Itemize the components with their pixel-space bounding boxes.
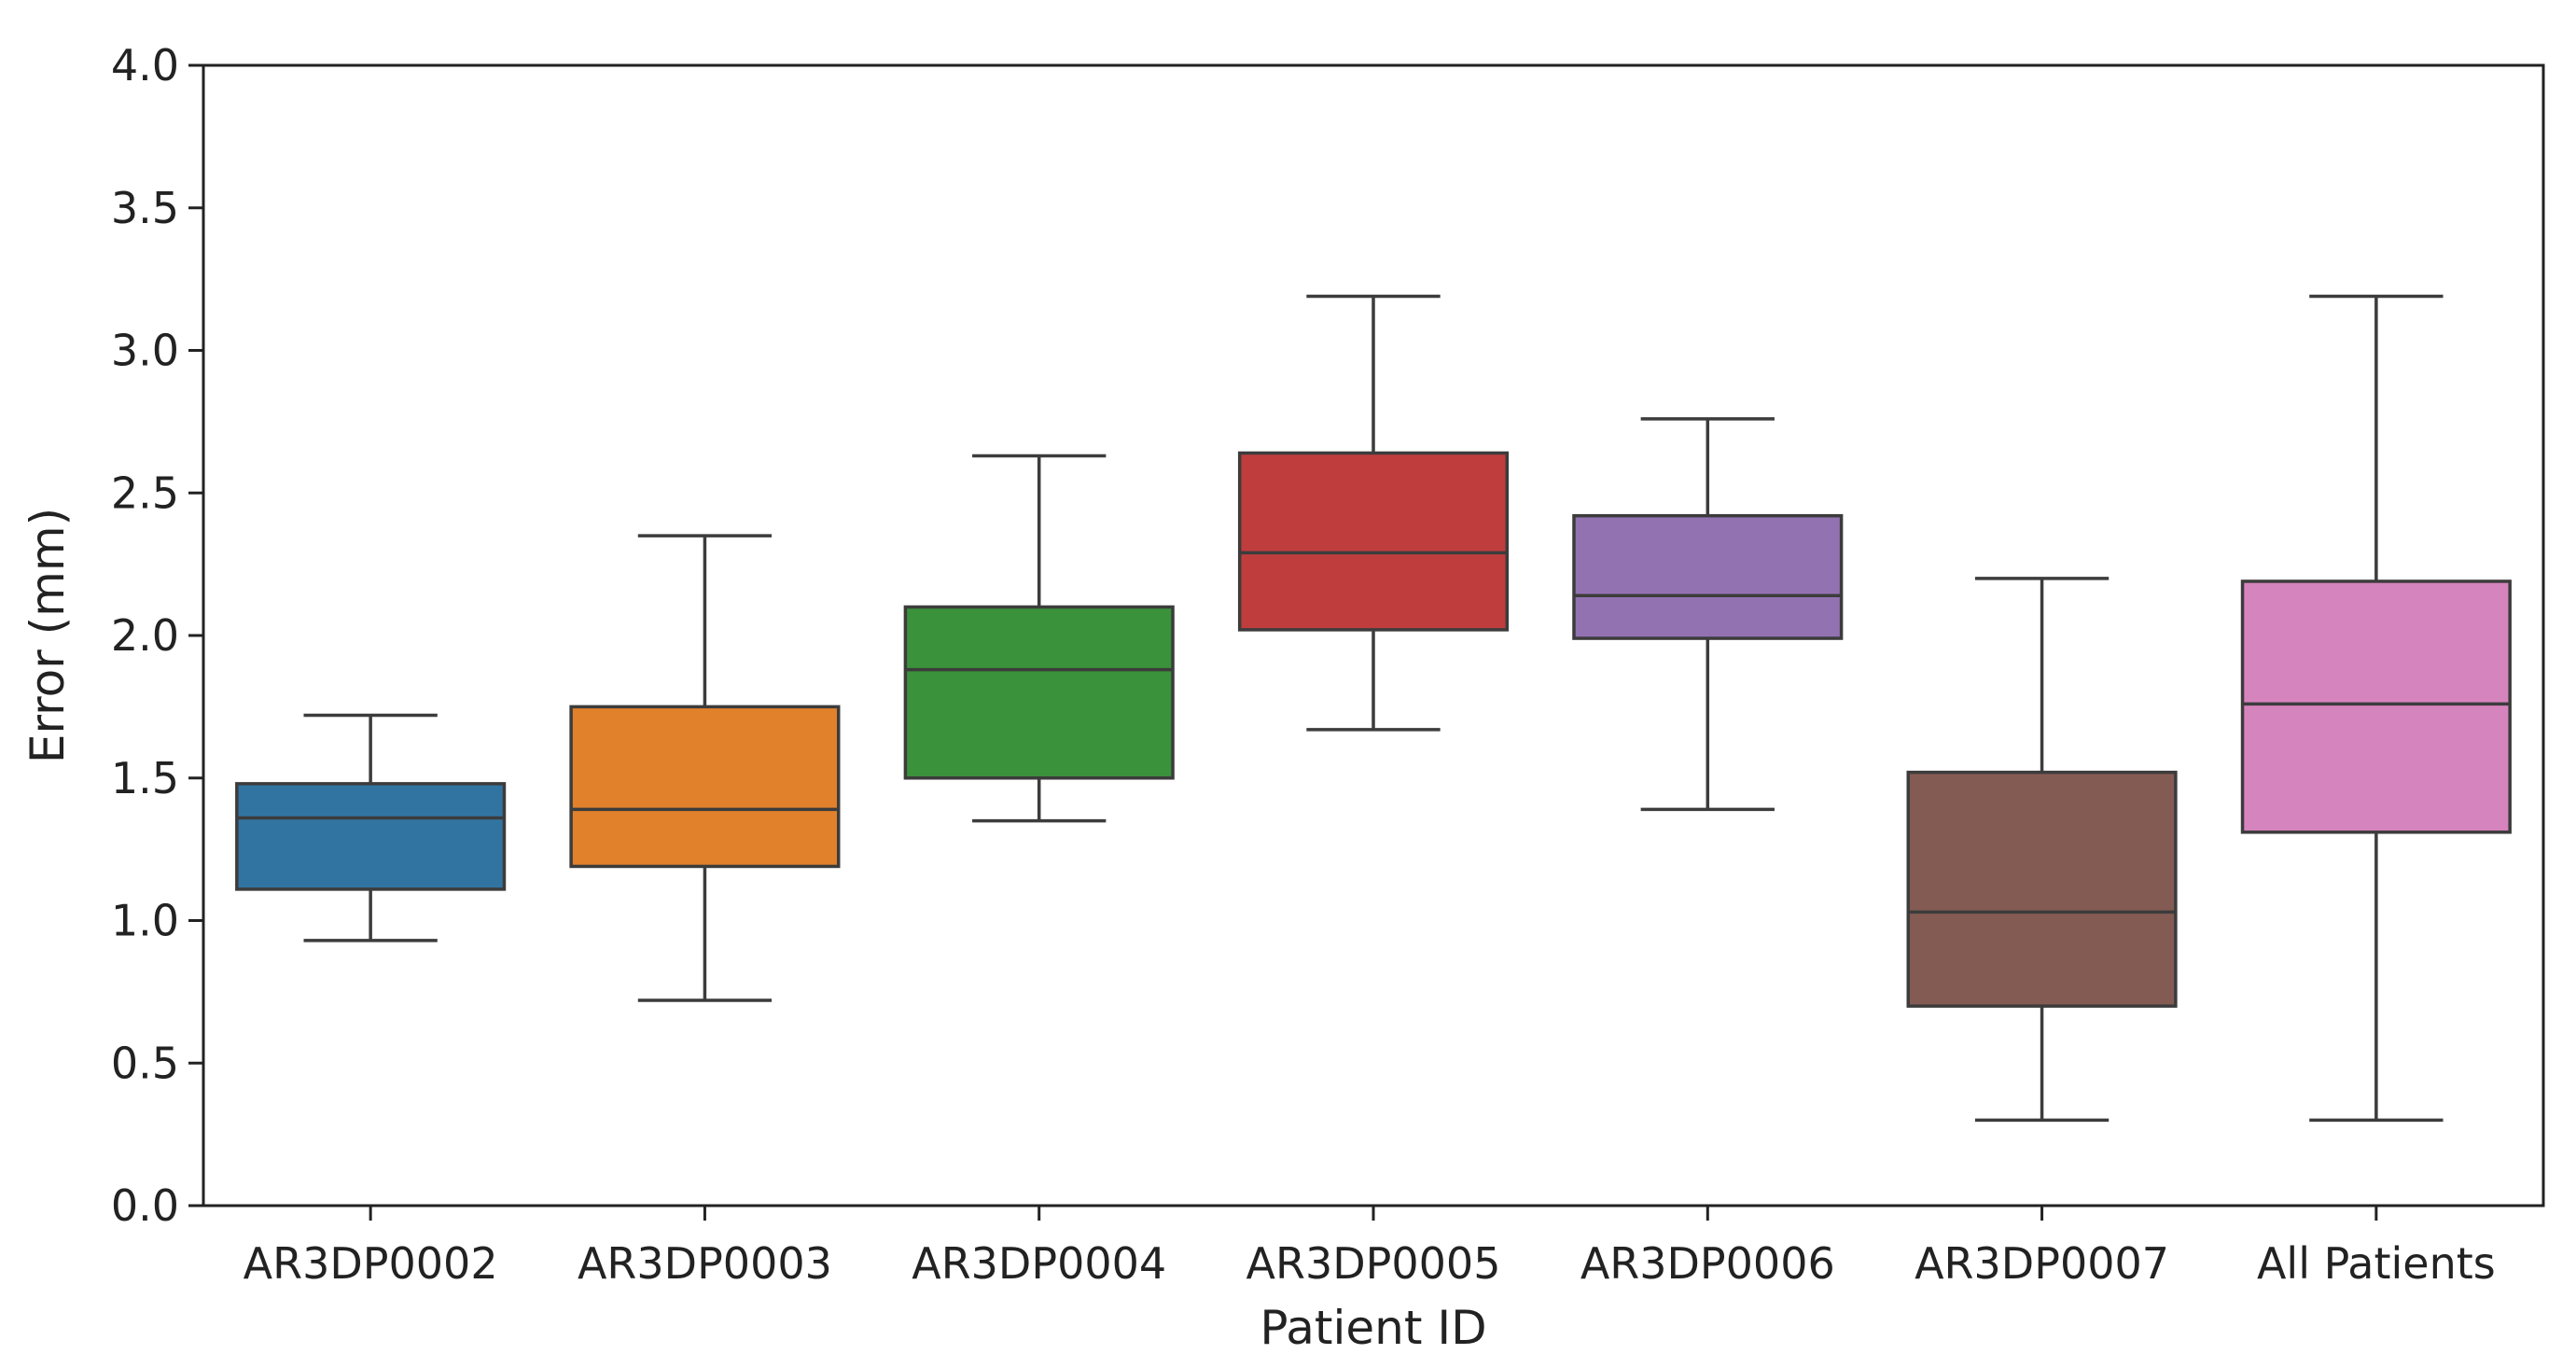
x-tick-label: AR3DP0003 [578,1238,832,1289]
box-6 [1906,577,2178,1123]
x-tick-label: AR3DP0007 [1915,1238,2169,1289]
x-axis: AR3DP0002 AR3DP0003 AR3DP0004 AR3DP0005 AR3D… [244,1206,2496,1289]
y-tick-label: 2.0 [111,610,179,661]
y-tick-label: 3.5 [111,183,179,233]
x-tick-label: AR3DP0006 [1580,1238,1835,1289]
box-7 [2240,294,2512,1123]
x-tick-label: AR3DP0004 [912,1238,1166,1289]
y-tick-label: 1.0 [111,896,179,946]
y-tick-label: 1.5 [111,753,179,803]
iqr-box [1572,513,1844,640]
y-tick-label: 0.0 [111,1180,179,1231]
x-tick-label: All Patients [2257,1238,2496,1289]
y-axis-title: Error (mm) [21,508,75,763]
x-tick-label: AR3DP0005 [1246,1238,1501,1289]
iqr-box [2240,579,2512,834]
x-tick-label: AR3DP0002 [244,1238,498,1289]
y-tick-label: 4.0 [111,40,179,91]
iqr-box [569,705,841,869]
box-3 [903,454,1175,823]
iqr-box [1237,451,1510,632]
box-5 [1572,417,1844,812]
iqr-box [235,782,507,891]
y-axis: 0.0 0.5 1.0 1.5 2.0 2.5 3.0 3.5 4.0 [111,40,203,1231]
y-tick-label: 2.5 [111,468,179,518]
boxes-layer [235,294,2512,1123]
box-4 [1237,294,1510,732]
box-2 [569,534,841,1002]
x-axis-title: Patient ID [1260,1301,1486,1349]
y-tick-label: 3.0 [111,326,179,376]
box-1 [235,713,507,942]
y-tick-label: 0.5 [111,1038,179,1088]
iqr-box [1906,770,2178,1008]
iqr-box [903,605,1175,780]
